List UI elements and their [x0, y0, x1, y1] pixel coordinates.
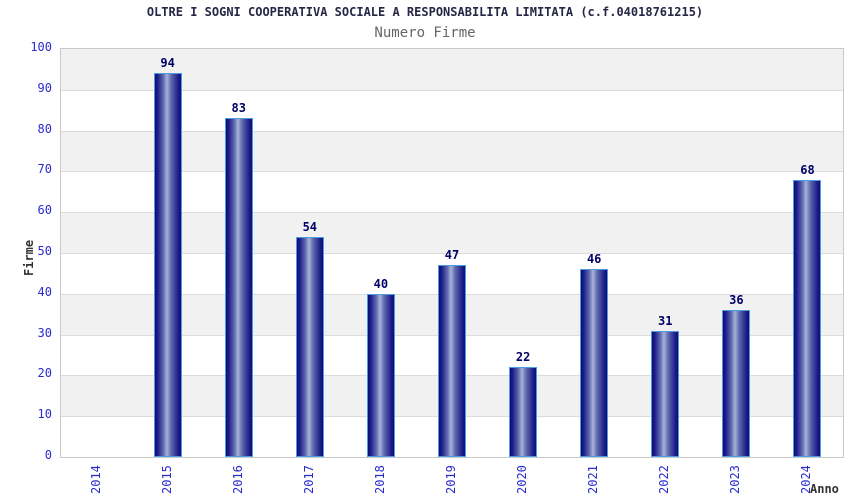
y-tick-label: 90: [37, 80, 52, 95]
y-tick-label: 60: [37, 203, 52, 218]
bar-value-label: 83: [231, 101, 246, 116]
bar-value-label: 22: [515, 350, 531, 365]
chart-subtitle: Numero Firme: [374, 25, 476, 41]
y-tick-label: 20: [37, 366, 52, 381]
bar-value-label: 31: [658, 313, 673, 328]
bar-value-label: 47: [444, 248, 460, 263]
plot-area: 94 83 54 40 47 22 46 31 36 68: [60, 48, 844, 458]
gridline: [61, 131, 843, 132]
x-tick-label: 2021: [586, 465, 601, 494]
gridline: [61, 171, 843, 172]
chart-title: OLTRE I SOGNI COOPERATIVA SOCIALE A RESP…: [146, 5, 704, 19]
bar: [580, 269, 609, 457]
bar: [651, 331, 680, 457]
bar-value-label: 54: [302, 219, 318, 234]
y-tick-label: 50: [37, 244, 52, 258]
y-tick-label: 10: [37, 407, 52, 422]
x-tick-label: 2016: [230, 465, 245, 494]
bar: [366, 294, 395, 457]
stripe-band: [61, 130, 843, 172]
bar: [793, 180, 822, 457]
x-tick-label: 2022: [657, 465, 672, 494]
bar-value-label: 46: [586, 252, 602, 267]
bar-value-label: 40: [373, 276, 389, 291]
y-tick-label: 30: [37, 325, 52, 340]
y-tick-label: 100: [30, 40, 52, 54]
x-tick-label: 2014: [88, 465, 103, 494]
y-tick-label: 80: [37, 121, 52, 136]
bar-value-label: 36: [729, 293, 744, 308]
stripe-band: [61, 49, 843, 90]
bar: [509, 367, 538, 457]
x-axis-title: Anno: [810, 482, 839, 496]
bar: [722, 310, 751, 457]
gridline: [61, 212, 843, 213]
bar: [438, 265, 466, 457]
bar: [153, 73, 182, 457]
gridline: [61, 253, 843, 254]
x-tick-label: 2020: [515, 465, 530, 494]
bar: [295, 237, 324, 457]
y-tick-label: 70: [37, 162, 52, 177]
x-tick-label: 2018: [372, 465, 387, 494]
x-tick-label: 2017: [301, 465, 316, 494]
bar-value-label: 68: [800, 162, 815, 177]
bar-value-label: 94: [160, 56, 175, 71]
x-tick-label: 2019: [444, 465, 458, 494]
y-tick-label: 0: [44, 448, 52, 462]
stripe-band: [61, 212, 843, 253]
x-tick-label: 2015: [159, 465, 174, 494]
gridline: [61, 90, 843, 91]
x-tick-label: 2024: [799, 465, 814, 494]
x-tick-label: 2023: [728, 465, 743, 494]
bar: [224, 118, 253, 457]
y-tick-label: 40: [37, 284, 52, 299]
